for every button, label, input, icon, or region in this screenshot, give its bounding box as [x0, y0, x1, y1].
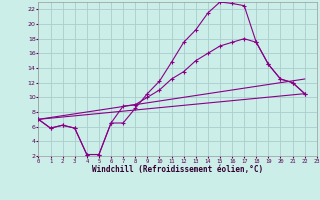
- X-axis label: Windchill (Refroidissement éolien,°C): Windchill (Refroidissement éolien,°C): [92, 165, 263, 174]
